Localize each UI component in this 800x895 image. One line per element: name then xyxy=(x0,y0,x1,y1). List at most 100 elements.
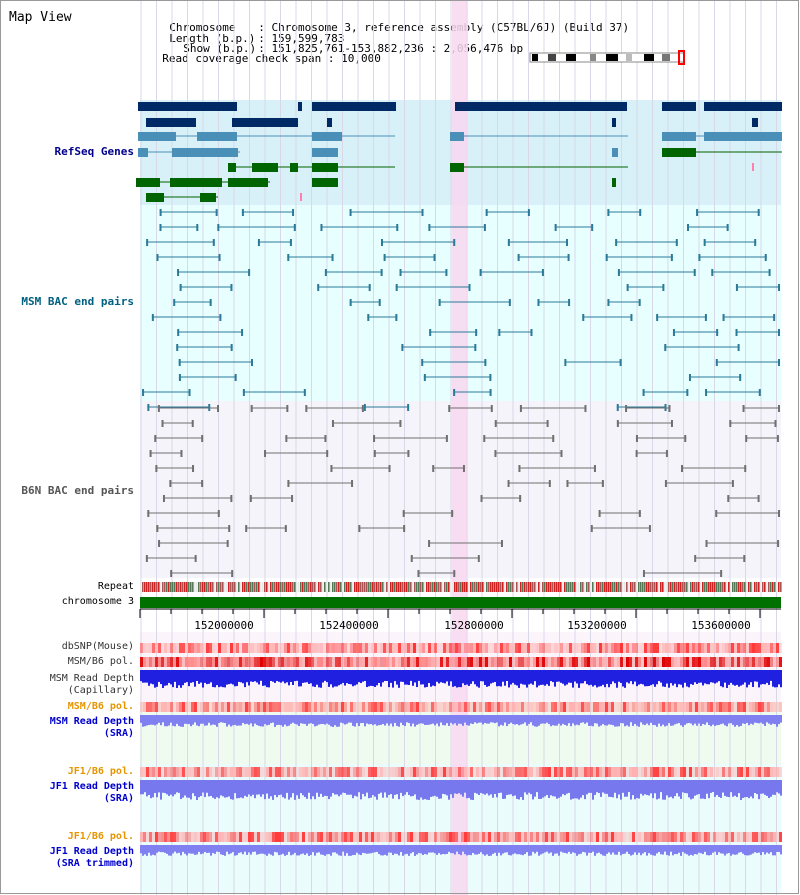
refseq-track-label[interactable]: RefSeq Genes xyxy=(54,145,134,158)
chromosome-bar-body xyxy=(140,597,781,608)
repeat-element xyxy=(252,582,254,592)
heat-cell xyxy=(251,832,254,842)
depth-bar xyxy=(738,715,740,727)
heat-cell xyxy=(749,657,752,667)
depth-bar xyxy=(434,715,436,726)
depth-bar xyxy=(610,780,612,797)
depth-bar xyxy=(188,670,190,687)
depth-bar xyxy=(626,780,628,797)
repeat-element xyxy=(294,582,296,592)
heat-cell xyxy=(506,767,509,777)
heat-cell xyxy=(701,657,704,667)
heat-cell xyxy=(380,832,383,842)
heat-cell xyxy=(674,832,677,842)
bac-end-marker xyxy=(560,450,563,457)
refseq-track[interactable] xyxy=(136,102,782,202)
depth-bar xyxy=(326,670,328,683)
heat-cell xyxy=(578,702,581,712)
depth-bar xyxy=(396,845,398,854)
chromosome-ideogram[interactable] xyxy=(529,50,685,65)
depth-bar xyxy=(236,670,238,687)
depth-bar xyxy=(450,780,452,795)
depth-bar xyxy=(140,845,142,854)
heatmap-tracks[interactable] xyxy=(140,643,782,842)
depth-bar xyxy=(736,845,738,855)
depth-bar xyxy=(242,715,244,723)
repeat-element xyxy=(390,582,392,592)
heat-cell xyxy=(353,643,356,653)
depth-bar xyxy=(272,845,274,856)
b6n-bac-track-label[interactable]: B6N BAC end pairs xyxy=(21,484,134,497)
depth-bar xyxy=(166,845,168,854)
repeat-element xyxy=(346,582,348,592)
repeat-element xyxy=(680,582,682,592)
heat-cell xyxy=(698,657,701,667)
depth-bar xyxy=(696,715,698,726)
depth-bar xyxy=(240,845,242,853)
heat-cell xyxy=(509,643,512,653)
msm-bac-track-label[interactable]: MSM BAC end pairs xyxy=(21,295,134,308)
heat-cell xyxy=(740,767,743,777)
heat-cell xyxy=(401,767,404,777)
depth-bar xyxy=(554,670,556,687)
repeat-element xyxy=(222,582,224,592)
depth-bar xyxy=(514,715,516,725)
bac-end-marker xyxy=(757,209,760,216)
heat-cell xyxy=(596,643,599,653)
depth-bar xyxy=(198,780,200,798)
depth-bar xyxy=(390,780,392,795)
depth-bar xyxy=(488,780,490,796)
heat-cell xyxy=(479,832,482,842)
depth-bar xyxy=(230,845,232,854)
depth-bar xyxy=(414,845,416,856)
msm-bac-track[interactable] xyxy=(142,209,780,411)
heat-cell xyxy=(485,702,488,712)
repeat-element xyxy=(772,582,774,592)
heat-cell xyxy=(365,832,368,842)
repeat-element xyxy=(474,582,476,592)
repeat-element xyxy=(230,582,232,592)
depth-bar xyxy=(304,715,306,724)
depth-bar xyxy=(774,845,776,856)
depth-bar xyxy=(488,670,490,687)
depth-bar xyxy=(674,845,676,854)
repeat-element xyxy=(426,582,428,592)
depth-bar xyxy=(214,670,216,688)
heat-cell xyxy=(719,643,722,653)
heat-cell xyxy=(569,702,572,712)
read-depth-tracks[interactable] xyxy=(140,670,782,856)
heat-cell xyxy=(308,832,311,842)
depth-bar xyxy=(454,780,456,794)
depth-bar xyxy=(458,845,460,855)
repeat-element xyxy=(590,582,592,592)
chromosome-bar[interactable] xyxy=(139,597,781,618)
msm-depth-capillary-label: MSM Read Depth xyxy=(49,673,134,684)
heat-cell xyxy=(299,702,302,712)
depth-bar xyxy=(564,715,566,725)
depth-bar xyxy=(626,845,628,852)
bac-end-marker xyxy=(177,329,180,336)
bac-end-marker xyxy=(642,389,645,396)
depth-bar xyxy=(694,845,696,855)
repeat-element xyxy=(744,582,746,592)
bac-end-marker xyxy=(324,269,327,276)
depth-bar xyxy=(664,780,666,800)
heat-cell xyxy=(479,767,482,777)
b6n-bac-track[interactable] xyxy=(145,405,780,577)
depth-bar xyxy=(284,845,286,856)
depth-bar xyxy=(274,845,276,852)
depth-bar xyxy=(544,780,546,797)
heat-cell xyxy=(665,643,668,653)
repeat-element xyxy=(144,582,146,592)
depth-bar xyxy=(490,780,492,795)
bac-end-marker xyxy=(726,224,729,231)
depth-bar xyxy=(654,670,656,687)
depth-bar xyxy=(182,715,184,727)
depth-bar xyxy=(448,845,450,852)
heat-cell xyxy=(152,832,155,842)
heat-cell xyxy=(521,832,524,842)
repeat-track[interactable] xyxy=(140,582,782,592)
repeat-element xyxy=(358,582,360,592)
heat-cell xyxy=(533,702,536,712)
